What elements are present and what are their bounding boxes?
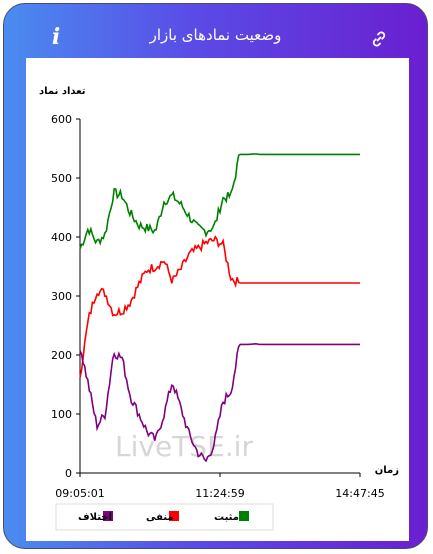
legend-label-2[interactable]: منفی — [146, 512, 174, 523]
x-tick-label: 14:47:45 — [335, 487, 384, 500]
y-tick-label: 200 — [51, 349, 72, 362]
x-tick-label: 09:05:01 — [55, 487, 104, 500]
chart-panel: تعداد نماد زمان LiveTSE.ir 0 100 200 300 400… — [26, 58, 409, 541]
y-tick-label: 100 — [51, 408, 72, 421]
y-tick-label: 300 — [51, 290, 72, 303]
info-icon[interactable]: i — [51, 24, 61, 50]
legend-label-1[interactable]: مثبت — [214, 512, 239, 523]
widget-title: وضعیت نمادهای بازار — [149, 26, 282, 44]
legend-label-3[interactable]: اختلاف — [78, 512, 112, 523]
series-line-2 — [79, 235, 360, 379]
line-chart: تعداد نماد زمان LiveTSE.ir 0 100 200 300 400… — [39, 86, 399, 531]
widget-header: i وضعیت نمادهای بازار — [4, 4, 427, 58]
x-tick-label: 11:24:59 — [195, 487, 244, 500]
legend-box — [55, 503, 274, 531]
y-axis-title: تعداد نماد — [39, 86, 86, 97]
legend-swatch-1 — [239, 511, 249, 521]
series-line-3 — [79, 342, 360, 463]
legend-swatch-2 — [169, 511, 179, 521]
y-tick-label: 500 — [51, 172, 72, 185]
y-tick-label: 600 — [51, 113, 72, 126]
chart-legend: مثبت منفی اختلاف — [55, 503, 274, 531]
widget-frame: i وضعیت نمادهای بازار تعداد نماد زمان Li… — [3, 3, 428, 549]
link-icon[interactable] — [369, 29, 389, 49]
y-tick-label: 400 — [51, 231, 72, 244]
x-axis-title: زمان — [375, 465, 399, 476]
watermark: LiveTSE.ir — [115, 430, 253, 463]
y-tick-label: 0 — [65, 467, 72, 480]
legend-swatch-3 — [103, 511, 113, 521]
series-line-1 — [79, 153, 360, 250]
